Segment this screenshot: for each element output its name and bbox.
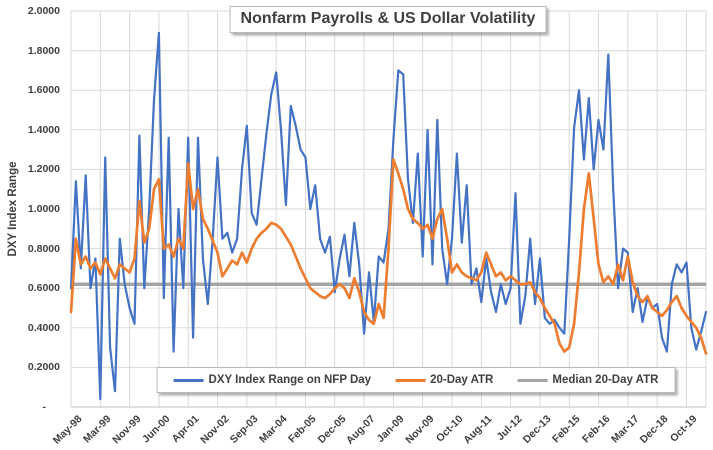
- legend-swatch-median-atr: [517, 378, 548, 382]
- y-tick-label: 1.2000: [27, 163, 60, 176]
- legend-label-dxy-range: DXY Index Range on NFP Day: [208, 374, 372, 386]
- legend-swatch-20day-atr: [395, 378, 426, 382]
- y-tick-label: 0.2000: [27, 361, 60, 374]
- legend-item-dxy-range: DXY Index Range on NFP Day: [173, 374, 372, 386]
- y-tick-label: 1.6000: [27, 84, 60, 97]
- legend-label-median-atr: Median 20-Day ATR: [552, 374, 659, 386]
- legend-item-median-atr: Median 20-Day ATR: [517, 374, 658, 386]
- legend-item-20day-atr: 20-Day ATR: [395, 374, 493, 386]
- y-tick-label: 1.0000: [27, 203, 60, 215]
- y-tick-label: 0.6000: [27, 282, 60, 295]
- y-tick-label: 1.4000: [27, 123, 60, 136]
- y-tick-label: 0.4000: [27, 321, 60, 334]
- y-tick-label: -: [42, 401, 47, 413]
- chart-title-text: Nonfarm Payrolls & US Dollar Volatility: [240, 10, 536, 27]
- y-tick-label: 2.0000: [27, 5, 60, 17]
- legend-swatch-dxy-range: [173, 378, 204, 382]
- chart-title: Nonfarm Payrolls & US Dollar Volatility: [229, 6, 547, 33]
- series-line-20day-atr: [69, 158, 708, 355]
- legend: DXY Index Range on NFP Day 20-Day ATR Me…: [156, 367, 676, 393]
- legend-label-20day-atr: 20-Day ATR: [430, 374, 494, 386]
- series-line-dxy-range: [69, 31, 708, 401]
- y-tick-label: 0.8000: [27, 242, 60, 255]
- y-tick-label: 1.8000: [27, 44, 60, 57]
